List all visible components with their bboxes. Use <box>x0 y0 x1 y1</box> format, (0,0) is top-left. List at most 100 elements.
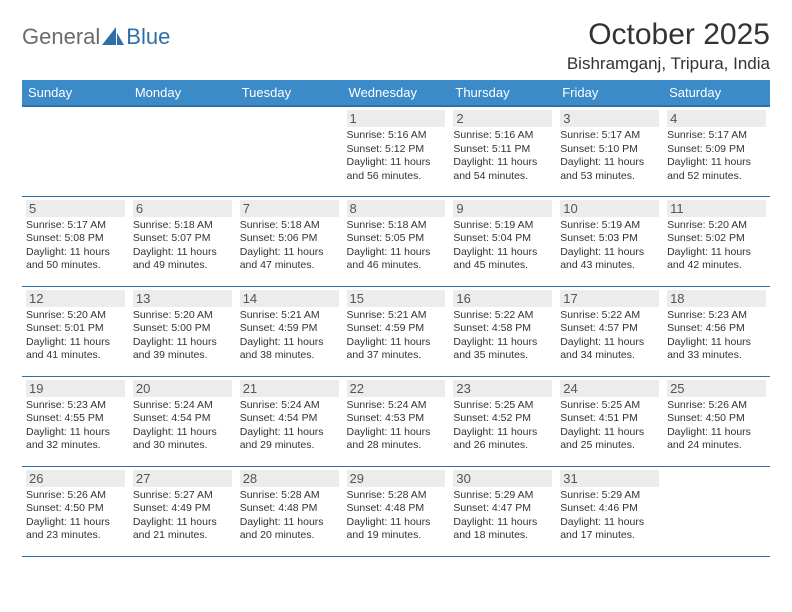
detail-line: and 54 minutes. <box>453 170 552 184</box>
detail-line: and 50 minutes. <box>26 259 125 273</box>
day-details: Sunrise: 5:20 AMSunset: 5:02 PMDaylight:… <box>667 219 766 274</box>
detail-line: Sunrise: 5:24 AM <box>133 399 232 413</box>
calendar-row: 1 Sunrise: 5:16 AMSunset: 5:12 PMDaylight… <box>22 106 770 196</box>
detail-line: and 46 minutes. <box>347 259 446 273</box>
detail-line: Sunrise: 5:17 AM <box>667 129 766 143</box>
calendar-header-row: SundayMondayTuesdayWednesdayThursdayFrid… <box>22 80 770 106</box>
day-details: Sunrise: 5:23 AMSunset: 4:55 PMDaylight:… <box>26 399 125 454</box>
day-details: Sunrise: 5:24 AMSunset: 4:53 PMDaylight:… <box>347 399 446 454</box>
detail-line: Sunrise: 5:19 AM <box>453 219 552 233</box>
calendar-cell: 25 Sunrise: 5:26 AMSunset: 4:50 PMDayligh… <box>663 376 770 466</box>
detail-line: Sunset: 4:48 PM <box>347 502 446 516</box>
day-details: Sunrise: 5:17 AMSunset: 5:09 PMDaylight:… <box>667 129 766 184</box>
detail-line: and 20 minutes. <box>240 529 339 543</box>
detail-line: Daylight: 11 hours <box>240 516 339 530</box>
detail-line: Daylight: 11 hours <box>133 246 232 260</box>
calendar-cell: 29Sunrise: 5:28 AMSunset: 4:48 PMDayligh… <box>343 466 450 556</box>
detail-line: Sunrise: 5:23 AM <box>667 309 766 323</box>
detail-line: Daylight: 11 hours <box>560 336 659 350</box>
calendar-cell: 5 Sunrise: 5:17 AMSunset: 5:08 PMDaylight… <box>22 196 129 286</box>
detail-line: Daylight: 11 hours <box>560 426 659 440</box>
detail-line: Sunrise: 5:27 AM <box>133 489 232 503</box>
day-number: 31 <box>560 470 659 487</box>
day-number: 20 <box>133 380 232 397</box>
calendar-cell: 6Sunrise: 5:18 AMSunset: 5:07 PMDaylight… <box>129 196 236 286</box>
detail-line: Sunrise: 5:28 AM <box>347 489 446 503</box>
calendar-row: 26 Sunrise: 5:26 AMSunset: 4:50 PMDayligh… <box>22 466 770 556</box>
detail-line: and 25 minutes. <box>560 439 659 453</box>
day-number: 21 <box>240 380 339 397</box>
detail-line: Sunrise: 5:21 AM <box>240 309 339 323</box>
detail-line: Sunrise: 5:17 AM <box>560 129 659 143</box>
detail-line: Sunset: 5:08 PM <box>26 232 125 246</box>
calendar-row: 19 Sunrise: 5:23 AMSunset: 4:55 PMDayligh… <box>22 376 770 466</box>
detail-line: Daylight: 11 hours <box>26 246 125 260</box>
detail-line: Sunset: 5:06 PM <box>240 232 339 246</box>
day-details: Sunrise: 5:18 AMSunset: 5:06 PMDaylight:… <box>240 219 339 274</box>
detail-line: Daylight: 11 hours <box>560 516 659 530</box>
day-number: 27 <box>133 470 232 487</box>
detail-line: and 26 minutes. <box>453 439 552 453</box>
detail-line: Daylight: 11 hours <box>347 336 446 350</box>
detail-line: Sunset: 5:05 PM <box>347 232 446 246</box>
day-number: 26 <box>26 470 125 487</box>
detail-line: Daylight: 11 hours <box>347 246 446 260</box>
logo-text-blue: Blue <box>126 24 170 50</box>
day-number: 3 <box>560 110 659 127</box>
calendar-cell: 31 Sunrise: 5:29 AMSunset: 4:46 PMDayligh… <box>556 466 663 556</box>
detail-line: and 49 minutes. <box>133 259 232 273</box>
day-number: 11 <box>667 200 766 217</box>
detail-line: Sunrise: 5:25 AM <box>560 399 659 413</box>
detail-line: Sunrise: 5:22 AM <box>453 309 552 323</box>
calendar-cell: 7Sunrise: 5:18 AMSunset: 5:06 PMDaylight… <box>236 196 343 286</box>
weekday-header: Thursday <box>449 80 556 106</box>
day-details: Sunrise: 5:26 AMSunset: 4:50 PMDaylight:… <box>667 399 766 454</box>
logo-sail-icon <box>102 27 124 47</box>
day-number: 1 <box>347 110 446 127</box>
day-number: 2 <box>453 110 552 127</box>
day-number: 8 <box>347 200 446 217</box>
day-details: Sunrise: 5:17 AMSunset: 5:08 PMDaylight:… <box>26 219 125 274</box>
detail-line: Sunrise: 5:20 AM <box>133 309 232 323</box>
detail-line: Sunrise: 5:18 AM <box>240 219 339 233</box>
detail-line: Daylight: 11 hours <box>667 426 766 440</box>
day-details: Sunrise: 5:29 AMSunset: 4:47 PMDaylight:… <box>453 489 552 544</box>
calendar-cell: 1 Sunrise: 5:16 AMSunset: 5:12 PMDaylight… <box>343 106 450 196</box>
detail-line: Sunrise: 5:25 AM <box>453 399 552 413</box>
day-number: 25 <box>667 380 766 397</box>
logo-text-general: General <box>22 24 100 50</box>
calendar-cell: 10Sunrise: 5:19 AMSunset: 5:03 PMDayligh… <box>556 196 663 286</box>
detail-line: Sunrise: 5:20 AM <box>26 309 125 323</box>
day-details: Sunrise: 5:23 AMSunset: 4:56 PMDaylight:… <box>667 309 766 364</box>
detail-line: and 37 minutes. <box>347 349 446 363</box>
detail-line: Daylight: 11 hours <box>667 246 766 260</box>
weekday-header: Friday <box>556 80 663 106</box>
calendar-row: 5 Sunrise: 5:17 AMSunset: 5:08 PMDaylight… <box>22 196 770 286</box>
calendar-cell: 24Sunrise: 5:25 AMSunset: 4:51 PMDayligh… <box>556 376 663 466</box>
day-details: Sunrise: 5:26 AMSunset: 4:50 PMDaylight:… <box>26 489 125 544</box>
detail-line: Daylight: 11 hours <box>667 336 766 350</box>
day-number: 5 <box>26 200 125 217</box>
calendar-cell: 8 Sunrise: 5:18 AMSunset: 5:05 PMDaylight… <box>343 196 450 286</box>
detail-line: Sunset: 4:50 PM <box>667 412 766 426</box>
detail-line: Sunset: 4:54 PM <box>240 412 339 426</box>
detail-line: Sunrise: 5:24 AM <box>240 399 339 413</box>
calendar-cell: 4Sunrise: 5:17 AMSunset: 5:09 PMDaylight… <box>663 106 770 196</box>
day-number: 19 <box>26 380 125 397</box>
day-details: Sunrise: 5:18 AMSunset: 5:07 PMDaylight:… <box>133 219 232 274</box>
location: Bishramganj, Tripura, India <box>567 54 770 74</box>
detail-line: Daylight: 11 hours <box>453 516 552 530</box>
detail-line: and 38 minutes. <box>240 349 339 363</box>
detail-line: and 35 minutes. <box>453 349 552 363</box>
detail-line: Sunset: 5:00 PM <box>133 322 232 336</box>
calendar-cell: 13Sunrise: 5:20 AMSunset: 5:00 PMDayligh… <box>129 286 236 376</box>
detail-line: Sunrise: 5:19 AM <box>560 219 659 233</box>
calendar-cell: 18Sunrise: 5:23 AMSunset: 4:56 PMDayligh… <box>663 286 770 376</box>
day-details: Sunrise: 5:16 AMSunset: 5:12 PMDaylight:… <box>347 129 446 184</box>
detail-line: and 29 minutes. <box>240 439 339 453</box>
detail-line: and 32 minutes. <box>26 439 125 453</box>
day-details: Sunrise: 5:24 AMSunset: 4:54 PMDaylight:… <box>133 399 232 454</box>
detail-line: Sunrise: 5:21 AM <box>347 309 446 323</box>
day-details: Sunrise: 5:29 AMSunset: 4:46 PMDaylight:… <box>560 489 659 544</box>
day-details: Sunrise: 5:18 AMSunset: 5:05 PMDaylight:… <box>347 219 446 274</box>
